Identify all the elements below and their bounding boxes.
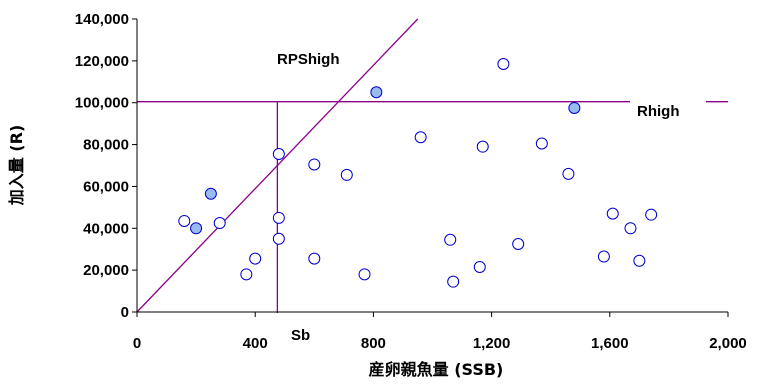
data-point — [340, 168, 353, 181]
data-point — [633, 254, 646, 267]
highlighted-point — [370, 86, 383, 99]
rhigh-label: Rhigh — [637, 103, 680, 120]
y-tick-label: 60,000 — [83, 178, 129, 195]
x-tick-label: 400 — [243, 335, 268, 352]
y-axis-title: 加入量 (R) — [7, 125, 26, 207]
data-point — [272, 147, 285, 160]
data-point — [535, 137, 548, 150]
y-tick-label: 80,000 — [83, 137, 129, 154]
data-point — [512, 237, 525, 250]
data-point — [624, 222, 637, 235]
highlighted-point — [568, 101, 581, 114]
data-point — [414, 131, 427, 144]
data-point — [272, 211, 285, 224]
data-point — [562, 167, 575, 180]
data-points — [178, 57, 658, 288]
data-point — [272, 232, 285, 245]
x-tick-label: 1,600 — [591, 335, 629, 352]
data-point — [178, 214, 191, 227]
data-point — [497, 57, 510, 70]
x-axis-ticks: 0 400 800 1,200 1,600 2,000 — [133, 312, 747, 352]
highlighted-point — [190, 222, 203, 235]
data-point — [308, 158, 321, 171]
data-point — [444, 233, 457, 246]
highlighted-point — [204, 187, 217, 200]
rhigh-label-bg — [630, 96, 706, 124]
x-tick-label: 800 — [361, 335, 386, 352]
x-tick-label: 1,200 — [473, 335, 511, 352]
data-point — [308, 252, 321, 265]
x-axis-title: 産卵親魚量 (SSB) — [369, 360, 504, 379]
y-tick-label: 20,000 — [83, 262, 129, 279]
y-tick-label: 140,000 — [75, 11, 129, 28]
data-point — [597, 250, 610, 263]
y-tick-label: 0 — [121, 304, 129, 321]
rps-label: RPShigh — [277, 51, 340, 68]
data-point — [645, 208, 658, 221]
sb-label: Sb — [291, 327, 310, 344]
data-point — [476, 140, 489, 153]
data-point — [240, 268, 253, 281]
data-point — [473, 261, 486, 274]
reference-lines — [136, 18, 728, 313]
data-point — [358, 268, 371, 281]
y-axis-ticks: 0 20,000 40,000 60,000 80,000 100,000 120,000 1… — [75, 11, 137, 321]
data-point — [606, 207, 619, 220]
y-tick-label: 100,000 — [75, 95, 129, 112]
data-point — [249, 252, 262, 265]
y-tick-label: 120,000 — [75, 53, 129, 70]
y-tick-label: 40,000 — [83, 220, 129, 237]
x-tick-label: 0 — [133, 335, 141, 352]
data-point — [213, 217, 226, 230]
x-tick-label: 2,000 — [709, 335, 747, 352]
data-point — [447, 275, 460, 288]
